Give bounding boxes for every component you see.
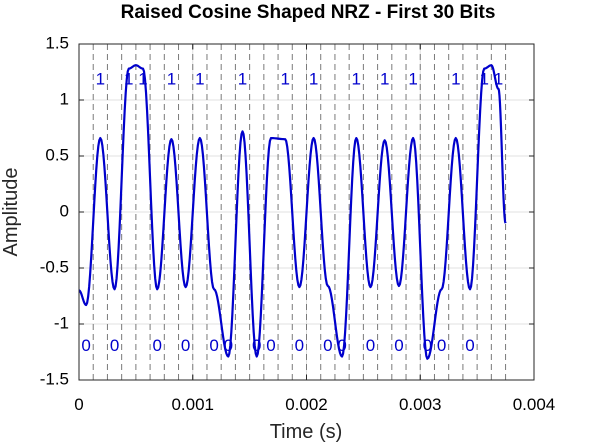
bit-label-1: 1: [96, 69, 105, 88]
bit-label-13: 0: [266, 336, 275, 355]
bit-label-22: 0: [394, 336, 403, 355]
y-tick-label-0: -1.5: [40, 369, 69, 388]
chart-title: Raised Cosine Shaped NRZ - First 30 Bits: [121, 2, 496, 23]
bit-label-16: 1: [309, 69, 318, 88]
bit-label-7: 0: [181, 336, 190, 355]
x-tick-label-3: 0.003: [399, 395, 442, 414]
bit-label-27: 0: [465, 336, 474, 355]
bit-label-0: 0: [81, 336, 90, 355]
bit-label-19: 1: [352, 69, 361, 88]
signal-line: [78, 64, 507, 360]
bit-label-21: 1: [380, 69, 389, 88]
x-tick-label-4: 0.004: [513, 395, 556, 414]
bit-label-28: 1: [480, 69, 489, 88]
bit-label-12: 0: [252, 336, 261, 355]
y-tick-label-1: -1: [54, 313, 69, 332]
bit-label-3: 1: [124, 69, 133, 88]
y-tick-label-6: 1.5: [45, 33, 69, 52]
bit-label-11: 1: [238, 69, 247, 88]
y-tick-label-2: -0.5: [40, 257, 69, 276]
bit-label-2: 0: [110, 336, 119, 355]
y-axis-ticks: -1.5 -1 -0.5 0 0.5 1 1.5: [40, 33, 534, 388]
x-axis-label: Time (s): [270, 421, 343, 443]
bit-label-23: 1: [408, 69, 417, 88]
x-tick-label-1: 0.001: [171, 395, 214, 414]
bit-label-29: 1: [494, 69, 503, 88]
x-axis-ticks: 0 0.001 0.002 0.003 0.004: [74, 44, 555, 414]
bit-label-5: 0: [152, 336, 161, 355]
bit-label-18: 0: [337, 336, 346, 355]
bit-label-6: 1: [167, 69, 176, 88]
bit-label-14: 1: [280, 69, 289, 88]
x-tick-label-2: 0.002: [285, 395, 328, 414]
bit-label-17: 0: [323, 336, 332, 355]
bit-label-8: 1: [195, 69, 204, 88]
y-tick-label-5: 1: [60, 89, 69, 108]
y-tick-label-4: 0.5: [45, 145, 69, 164]
bit-label-20: 0: [366, 336, 375, 355]
bit-label-26: 1: [451, 69, 460, 88]
bit-label-9: 0: [209, 336, 218, 355]
bit-label-4: 1: [138, 69, 147, 88]
y-tick-label-3: 0: [60, 201, 69, 220]
bit-boundary-lines: [78, 44, 507, 380]
bit-label-15: 0: [295, 336, 304, 355]
y-axis-label: Amplitude: [0, 168, 22, 257]
bit-label-10: 0: [224, 336, 233, 355]
bit-label-25: 0: [437, 336, 446, 355]
bit-label-24: 0: [423, 336, 432, 355]
x-tick-label-0: 0: [74, 395, 83, 414]
